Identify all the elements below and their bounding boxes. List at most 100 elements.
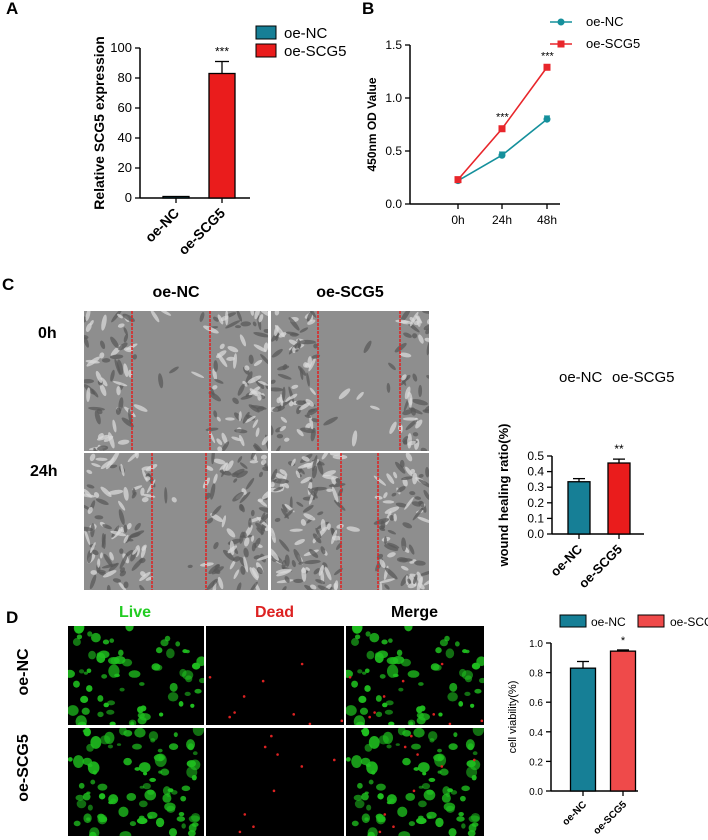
cell [402,417,419,421]
cell [271,527,276,543]
cell [301,456,310,462]
cell [169,366,179,374]
cell [383,536,387,545]
dead-cell [416,753,419,756]
dead-cell [432,713,436,716]
cell [289,332,299,337]
cell [321,453,329,460]
cell [132,354,138,360]
cell [271,387,284,392]
legend-label: oe-NC [586,14,624,29]
cell [273,486,284,492]
live-cell [186,766,198,778]
cell [402,409,413,416]
dead-cell [208,675,212,679]
legend-swatch-oe-scg5 [637,614,665,628]
cell [309,387,316,395]
live-cell [109,638,115,643]
micrograph-oe-scg5-0h [271,311,429,451]
cell [279,425,287,432]
live-cell [445,648,455,659]
cell [187,564,193,569]
cell [258,507,268,514]
cell [297,339,301,350]
live-cell [435,817,444,828]
cell [131,558,143,571]
live-cell [182,670,194,680]
cell [323,416,338,426]
legend-label: oe-SCG5 [586,36,640,51]
live-cell [360,729,366,733]
y-tick-label: 0.0 [529,787,543,798]
cell [308,357,316,372]
cell [217,353,228,368]
live-cell [188,815,201,823]
cell [102,570,117,578]
dead-cell [473,758,476,762]
live-cell [351,755,362,768]
legend-swatch-oe-scg5 [255,43,277,58]
cell [121,417,134,428]
cell [423,489,429,500]
cell [335,477,341,484]
dead-cell [348,675,352,679]
cell [386,473,395,484]
live-cell [76,799,87,809]
significance-mark: *** [541,50,555,62]
cell [306,372,310,387]
cell [331,486,339,503]
cell [95,457,108,461]
live-cell [102,639,110,645]
cell [232,397,239,405]
y-axis-label: 450nm OD Value [365,77,379,171]
cell [384,567,398,580]
cell [274,445,281,451]
fluor-oe-nc-live [68,626,204,725]
micrograph-oe-scg5-24h [271,453,429,590]
live-cell [104,731,115,745]
dead-cell [378,830,382,834]
cell [128,408,133,425]
live-cell [459,795,466,802]
cell [84,316,87,323]
cell [245,477,255,490]
cell [86,484,95,489]
legend-marker-oe-scg5 [557,40,565,48]
cell [103,553,113,568]
cell [402,522,413,529]
cell [412,373,418,382]
cell [219,469,232,476]
cell [249,388,259,397]
live-cell [160,768,170,776]
cell [212,581,217,590]
y-tick-label: 0.5 [527,449,544,463]
cell [417,516,429,524]
live-cell [138,815,145,820]
cell [91,463,101,468]
live-cell [118,649,124,657]
live-cell [97,711,104,718]
live-cell [130,721,135,725]
cell [92,549,99,556]
cell [396,486,406,493]
live-cell [357,782,363,789]
live-cell [80,695,89,703]
cell [237,383,245,396]
cell [86,550,92,564]
cell [418,334,424,344]
live-cell [138,762,151,773]
cell [274,311,280,316]
cell [413,574,418,585]
live-cell [368,736,380,749]
cell [304,559,321,565]
point-oe-nc [498,151,506,159]
cell [109,551,114,561]
legend-swatch-oe-nc [559,614,587,628]
cell [414,496,422,500]
cell [425,466,429,478]
live-cell [447,692,458,702]
cell [99,552,103,559]
cell [329,453,341,456]
dead-cell [238,830,242,834]
cell [225,311,229,326]
